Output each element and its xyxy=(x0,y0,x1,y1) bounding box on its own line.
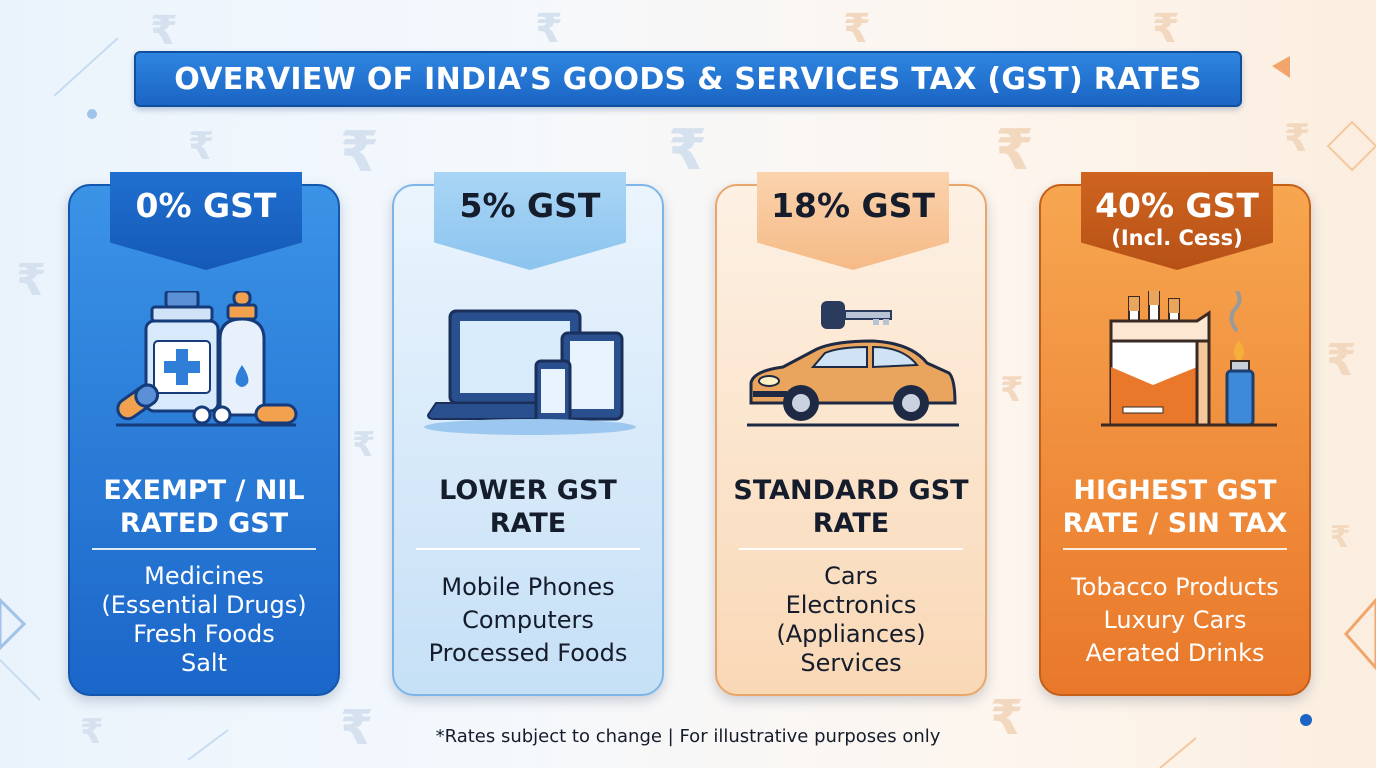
rupee-watermark-icon: ₹ xyxy=(150,8,178,54)
rupee-watermark-icon: ₹ xyxy=(995,118,1034,183)
gst-card-0-percent: 0% GST EXEMPT / NIL RATED GST Medicines … xyxy=(68,172,340,696)
list-item: Mobile Phones xyxy=(441,572,615,601)
footnote: *Rates subject to change | For illustrat… xyxy=(435,726,941,747)
gst-card-5-percent: 5% GST LOWER GST RATE Mobile Phones Comp… xyxy=(392,172,664,696)
rupee-watermark-icon: ₹ xyxy=(1152,6,1180,52)
rate-sublabel: (Incl. Cess) xyxy=(1111,226,1243,250)
divider xyxy=(92,548,316,550)
divider xyxy=(739,548,963,550)
rupee-watermark-icon: ₹ xyxy=(1284,116,1311,160)
cigarettes-icon xyxy=(1101,291,1277,427)
list-item: Salt xyxy=(180,649,228,677)
rupee-watermark-icon: ₹ xyxy=(990,690,1024,746)
list-item: Computers xyxy=(462,605,594,634)
item-list: Medicines (Essential Drugs) Fresh Foods … xyxy=(78,560,330,680)
list-item: Processed Foods xyxy=(428,638,628,667)
title-banner: OVERVIEW OF INDIA’S GOODS & SERVICES TAX… xyxy=(134,51,1242,107)
rupee-watermark-icon: ₹ xyxy=(340,120,379,185)
list-item: Medicines xyxy=(144,562,264,590)
rate-tab: 18% GST xyxy=(757,172,949,270)
rupee-watermark-icon: ₹ xyxy=(16,255,47,306)
gst-card-40-percent: 40% GST (Incl. Cess) HIGHEST GST RATE / … xyxy=(1039,172,1311,696)
rupee-watermark-icon: ₹ xyxy=(1326,335,1357,386)
divider xyxy=(1063,548,1287,550)
rupee-watermark-icon: ₹ xyxy=(843,6,871,52)
rate-label: 18% GST xyxy=(771,186,935,225)
list-item: (Essential Drugs) xyxy=(101,591,307,619)
category-title: EXEMPT / NIL RATED GST xyxy=(103,475,305,539)
divider xyxy=(416,548,640,550)
rupee-watermark-icon: ₹ xyxy=(535,6,563,52)
rate-label: 0% GST xyxy=(135,186,277,225)
rupee-watermark-icon: ₹ xyxy=(668,118,707,183)
rupee-watermark-icon: ₹ xyxy=(1330,520,1351,555)
list-item: Electronics xyxy=(785,591,917,619)
list-item: Luxury Cars xyxy=(1103,605,1247,634)
rupee-watermark-icon: ₹ xyxy=(340,700,374,756)
item-list: Tobacco Products Luxury Cars Aerated Dri… xyxy=(1049,560,1301,680)
rupee-watermark-icon: ₹ xyxy=(352,425,376,465)
rate-tab: 0% GST xyxy=(110,172,302,270)
rate-label: 5% GST xyxy=(459,186,601,225)
item-list: Cars Electronics (Appliances) Services xyxy=(725,560,977,680)
item-list: Mobile Phones Computers Processed Foods xyxy=(402,560,654,680)
rupee-watermark-icon: ₹ xyxy=(188,124,215,168)
category-title: LOWER GST RATE xyxy=(439,475,617,539)
list-item: Cars xyxy=(824,562,878,590)
devices-icon xyxy=(424,309,636,435)
list-item: Fresh Foods xyxy=(133,620,275,648)
list-item: Aerated Drinks xyxy=(1085,638,1265,667)
rupee-watermark-icon: ₹ xyxy=(80,712,104,752)
medicine-icon xyxy=(116,291,298,427)
category-title: HIGHEST GST RATE / SIN TAX xyxy=(1062,475,1288,539)
rate-label: 40% GST xyxy=(1095,186,1259,225)
list-item: Services xyxy=(800,649,902,677)
category-title: STANDARD GST RATE xyxy=(733,475,969,539)
rate-tab: 40% GST (Incl. Cess) xyxy=(1081,172,1273,270)
list-item: (Appliances) xyxy=(776,620,926,648)
car-icon xyxy=(747,301,959,427)
gst-card-18-percent: 18% GST STANDARD GST RATE Cars Electroni… xyxy=(715,172,987,696)
list-item: Tobacco Products xyxy=(1071,572,1279,601)
page-title: OVERVIEW OF INDIA’S GOODS & SERVICES TAX… xyxy=(174,61,1202,97)
rate-tab: 5% GST xyxy=(434,172,626,270)
rupee-watermark-icon: ₹ xyxy=(1000,370,1024,410)
